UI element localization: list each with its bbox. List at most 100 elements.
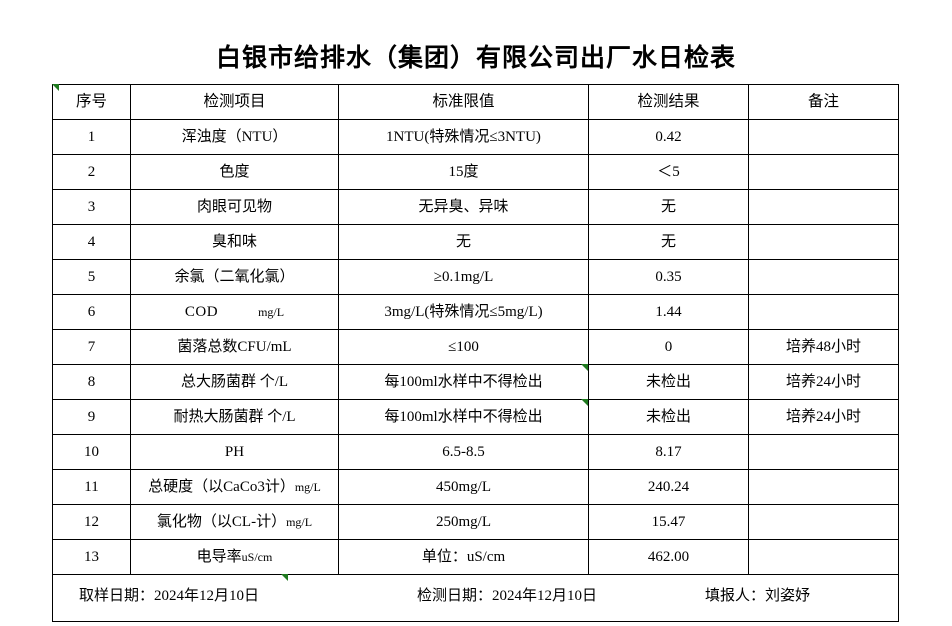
cell-standard: 3mg/L(特殊情况≤5mg/L) — [338, 294, 589, 330]
table-row: 5 余氯（二氧化氯） ≥0.1mg/L 0.35 — [52, 259, 899, 295]
cell-note — [748, 504, 899, 540]
cell-result: 未检出 — [588, 364, 749, 400]
cell-note: 培养24小时 — [748, 399, 899, 435]
table-row: 7 菌落总数CFU/mL ≤100 0 培养48小时 — [52, 329, 899, 365]
table-row: 13 电导率uS/cm 单位：uS/cm 462.00 — [52, 539, 899, 575]
cell-item-unit: mg/L — [286, 514, 313, 529]
cell-item-label: COD — [184, 303, 219, 320]
cell-item-main: 氯化物（以CL-计） — [156, 513, 287, 530]
table-row: 1 浑浊度（NTU） 1NTU(特殊情况≤3NTU) 0.42 — [52, 119, 899, 155]
cell-item-unit: mg/L — [294, 479, 321, 494]
cell-result: 未检出 — [588, 399, 749, 435]
cell-no: 1 — [52, 119, 131, 155]
cell-item-unit: uS/cm — [241, 549, 273, 564]
cell-item: 余氯（二氧化氯） — [130, 259, 339, 295]
cell-result: 0 — [588, 329, 749, 365]
cell-note — [748, 294, 899, 330]
cell-note: 培养48小时 — [748, 329, 899, 365]
cell-standard: 6.5-8.5 — [338, 434, 589, 470]
testing-date-label: 检测日期：2024年12月10日 — [417, 588, 598, 604]
cell-no: 7 — [52, 329, 131, 365]
table-footer-row: 取样日期：2024年12月10日 检测日期：2024年12月10日 填报人：刘姿… — [52, 574, 899, 622]
cell-no: 12 — [52, 504, 131, 540]
table-header-row: 序号 检测项目 标准限值 检测结果 备注 — [52, 84, 899, 120]
filed-by-label: 填报人：刘姿妤 — [705, 588, 811, 604]
column-header-note: 备注 — [748, 84, 899, 120]
cell-result: 15.47 — [588, 504, 749, 540]
table-row: 9 耐热大肠菌群 个/L 每100ml水样中不得检出 未检出 培养24小时 — [52, 399, 899, 435]
cell-result: 240.24 — [588, 469, 749, 505]
cell-note — [748, 224, 899, 260]
cell-item: 色度 — [130, 154, 339, 190]
cell-standard: 15度 — [338, 154, 589, 190]
cell-item: 臭和味 — [130, 224, 339, 260]
cell-item: 电导率uS/cm — [130, 539, 339, 575]
cell-item: 肉眼可见物 — [130, 189, 339, 225]
cell-note — [748, 189, 899, 225]
cell-item: 氯化物（以CL-计）mg/L — [130, 504, 339, 540]
cell-standard: 单位：uS/cm — [338, 539, 589, 575]
cell-no: 13 — [52, 539, 131, 575]
cell-no: 4 — [52, 224, 131, 260]
cell-item: 总硬度（以CaCo3计）mg/L — [130, 469, 339, 505]
cell-item: PH — [130, 434, 339, 470]
sampling-date-label: 取样日期：2024年12月10日 — [79, 588, 260, 604]
table-row: 10 PH 6.5-8.5 8.17 — [52, 434, 899, 470]
cell-standard: 每100ml水样中不得检出 — [338, 364, 589, 400]
cell-no: 11 — [52, 469, 131, 505]
column-header-no: 序号 — [52, 84, 131, 120]
table-row: 11 总硬度（以CaCo3计）mg/L 450mg/L 240.24 — [52, 469, 899, 505]
cell-no: 5 — [52, 259, 131, 295]
cell-standard: 450mg/L — [338, 469, 589, 505]
cell-item: 浑浊度（NTU） — [130, 119, 339, 155]
cell-standard: 每100ml水样中不得检出 — [338, 399, 589, 435]
cell-item-main: 电导率 — [196, 548, 242, 565]
cell-standard: 250mg/L — [338, 504, 589, 540]
cell-note — [748, 154, 899, 190]
column-header-result: 检测结果 — [588, 84, 749, 120]
cell-no: 3 — [52, 189, 131, 225]
table-row: 3 肉眼可见物 无异臭、异味 无 — [52, 189, 899, 225]
cell-standard: 无异臭、异味 — [338, 189, 589, 225]
cell-no: 8 — [52, 364, 131, 400]
table-body: 1 浑浊度（NTU） 1NTU(特殊情况≤3NTU) 0.42 2 色度 15度… — [52, 119, 899, 622]
cell-standard: ≥0.1mg/L — [338, 259, 589, 295]
cell-result: 0.35 — [588, 259, 749, 295]
cell-no: 2 — [52, 154, 131, 190]
cell-result: 462.00 — [588, 539, 749, 575]
cell-result: 8.17 — [588, 434, 749, 470]
table-row: 6 COD mg/L 3mg/L(特殊情况≤5mg/L) 1.44 — [52, 294, 899, 330]
page-title: 白银市给排水（集团）有限公司出厂水日检表 — [215, 45, 736, 72]
cell-no: 9 — [52, 399, 131, 435]
cell-no: 10 — [52, 434, 131, 470]
cell-no: 6 — [52, 294, 131, 330]
cell-note — [748, 434, 899, 470]
cell-result: 0.42 — [588, 119, 749, 155]
table-row: 12 氯化物（以CL-计）mg/L 250mg/L 15.47 — [52, 504, 899, 540]
cell-result: ＜5 — [588, 154, 749, 190]
cell-item: 菌落总数CFU/mL — [130, 329, 339, 365]
cell-result: 无 — [588, 224, 749, 260]
table-row: 8 总大肠菌群 个/L 每100ml水样中不得检出 未检出 培养24小时 — [52, 364, 899, 400]
column-header-item: 检测项目 — [130, 84, 339, 120]
cell-item: 总大肠菌群 个/L — [130, 364, 339, 400]
footer-cell: 取样日期：2024年12月10日 检测日期：2024年12月10日 填报人：刘姿… — [52, 574, 899, 622]
cell-note: 培养24小时 — [748, 364, 899, 400]
cell-note — [748, 539, 899, 575]
table-row: 4 臭和味 无 无 — [52, 224, 899, 260]
cell-item-unit: mg/L — [258, 304, 285, 319]
report-table-container: 序号 检测项目 标准限值 检测结果 备注 1 浑浊度（NTU） 1NTU(特殊情… — [52, 84, 899, 622]
cell-item: 耐热大肠菌群 个/L — [130, 399, 339, 435]
cell-note — [748, 119, 899, 155]
cell-standard: ≤100 — [338, 329, 589, 365]
cell-result: 无 — [588, 189, 749, 225]
table-row: 2 色度 15度 ＜5 — [52, 154, 899, 190]
water-quality-table: 序号 检测项目 标准限值 检测结果 备注 1 浑浊度（NTU） 1NTU(特殊情… — [52, 84, 899, 622]
footer-bar: 取样日期：2024年12月10日 检测日期：2024年12月10日 填报人：刘姿… — [55, 576, 898, 621]
cell-standard: 1NTU(特殊情况≤3NTU) — [338, 119, 589, 155]
cell-item: COD mg/L — [130, 294, 339, 330]
cell-note — [748, 469, 899, 505]
cell-standard: 无 — [338, 224, 589, 260]
cell-item-main: 总硬度（以CaCo3计） — [148, 478, 295, 495]
